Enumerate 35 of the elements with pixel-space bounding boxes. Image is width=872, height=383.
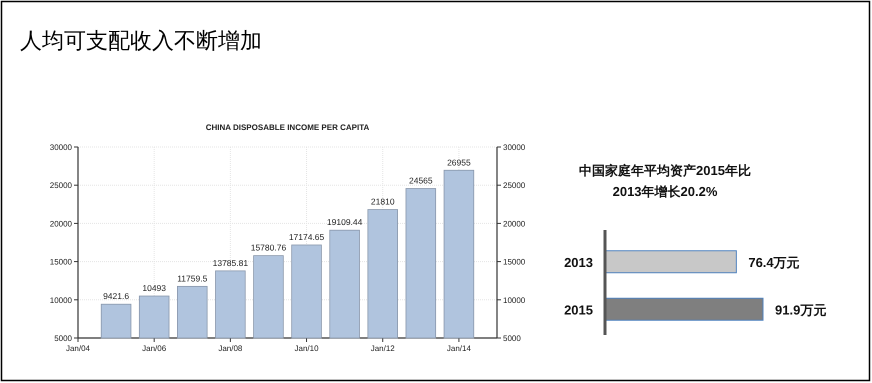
x-tick-label: Jan/04	[66, 344, 91, 353]
x-tick-label: Jan/06	[142, 344, 167, 353]
data-label: 76.4万元	[748, 254, 800, 270]
chart-subtitle: CHINA DISPOSABLE INCOME PER CAPITA	[206, 123, 370, 132]
y2-tick-label: 20000	[503, 219, 526, 228]
data-label: 15780.76	[250, 242, 286, 253]
data-label: 21810	[370, 196, 395, 207]
x-tick-label: Jan/08	[218, 344, 243, 353]
y-tick-label: 5000	[54, 334, 73, 343]
data-label: 17174.65	[288, 232, 325, 242]
data-label: 26955	[447, 157, 471, 168]
data-label: 24565	[409, 176, 433, 186]
x-tick-label: Jan/12	[370, 344, 396, 353]
y-tick-label: 30000	[50, 143, 73, 152]
chart-title: 中国家庭年平均资产2015年比2013年增长20.2%	[579, 163, 751, 199]
y2-tick-label: 30000	[503, 143, 526, 152]
y-tick-label: 2013	[564, 254, 593, 270]
data-label: 9421.6	[103, 291, 130, 302]
y2-tick-label: 15000	[503, 258, 526, 267]
data-label: 19109.44	[326, 217, 363, 228]
y2-tick-label: 10000	[503, 296, 526, 305]
y-tick-label: 2015	[564, 302, 593, 318]
data-label: 11759.5	[177, 273, 208, 284]
x-tick-label: Jan/14	[446, 344, 472, 353]
x-tick-label: Jan/10	[294, 344, 320, 353]
y-tick-label: 20000	[50, 219, 73, 228]
y2-tick-label: 5000	[503, 334, 522, 343]
data-label: 91.9万元	[775, 302, 826, 318]
data-label: 13785.81	[212, 258, 248, 268]
y2-tick-label: 25000	[503, 181, 526, 190]
y-tick-label: 15000	[50, 258, 73, 267]
y-tick-label: 10000	[50, 296, 73, 305]
chart-title: 人均可支配收入不断增加	[20, 28, 262, 53]
data-label: 10493	[142, 283, 166, 294]
y-tick-label: 25000	[50, 181, 73, 190]
